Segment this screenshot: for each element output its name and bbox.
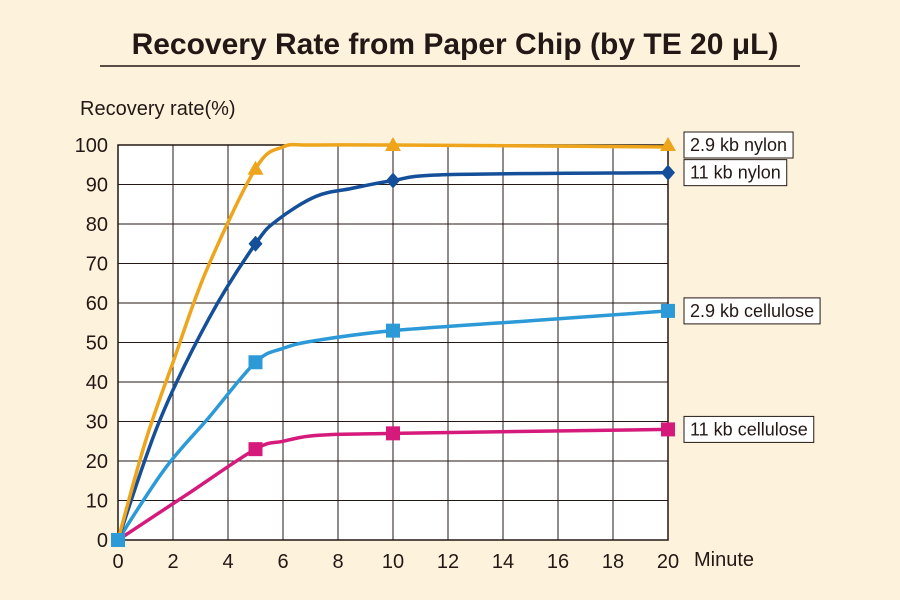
x-tick-label: 2 [167,551,178,573]
legend-label: 11 kb cellulose [690,419,808,439]
data-point [248,235,263,252]
y-tick-label: 40 [86,372,108,394]
x-tick-label: 4 [222,551,233,573]
legend-box [683,415,815,443]
data-point [386,426,400,441]
data-point [661,164,675,181]
data-point [248,442,263,457]
legend-label: 2.9 kb cellulose [690,301,814,321]
y-tick-label: 20 [86,451,108,473]
x-axis-label: Minute [694,549,754,571]
data-point [661,303,675,318]
data-point [386,172,400,189]
legend-2-9kb-cellulose: 2.9 kb cellulose [683,297,821,325]
x-tick-label: 8 [332,551,343,573]
y-tick-label: 10 [86,491,108,513]
legend-11kb-nylon: 11 kb nylon [683,159,788,187]
y-tick-label: 70 [86,254,108,276]
legend: 2.9 kb nylon 11 kb nylon 2.9 kb cellulose 1… [683,131,821,443]
legend-box [683,297,821,325]
legend-box [683,131,794,159]
x-tick-label: 16 [547,551,569,573]
data-point [248,355,263,370]
y-tick-label: 100 [75,135,108,157]
data-point [385,137,401,151]
series-11kb-nylon-line [116,170,670,542]
y-tick-label: 60 [86,293,108,315]
tick-labels: 0 2 4 6 8 10 12 14 16 18 20 0 10 20 30 40 50 60 70 80 90 100 [75,135,680,573]
y-tick-label: 30 [86,412,108,434]
origin-point [111,533,125,547]
data-point [660,137,676,151]
x-tick-label: 12 [437,551,459,573]
legend-2-9kb-nylon: 2.9 kb nylon [683,131,794,159]
data-point [661,422,675,437]
y-tick-label: 50 [86,333,108,355]
x-tick-label: 14 [492,551,514,573]
chart-title: Recovery Rate from Paper Chip (by TE 20 … [132,28,779,61]
x-tick-label: 18 [602,551,624,573]
data-point [386,323,400,338]
legend-label: 2.9 kb nylon [690,135,787,155]
y-axis-label: Recovery rate(%) [80,98,236,120]
series-2-9kb-cellulose-line [116,309,670,542]
data-point [247,160,264,175]
legend-box [683,159,788,187]
x-tick-label: 10 [382,551,404,573]
x-tick-label: 0 [112,551,123,573]
legend-label: 11 kb nylon [690,163,781,183]
y-tick-label: 0 [97,530,108,552]
legend-11kb-cellulose: 11 kb cellulose [683,415,815,443]
series-group [111,137,676,547]
y-tick-label: 90 [86,175,108,197]
series-11kb-cellulose-line [116,427,670,542]
x-tick-label: 20 [657,551,679,573]
x-tick-label: 6 [277,551,288,573]
y-tick-label: 80 [86,214,108,236]
